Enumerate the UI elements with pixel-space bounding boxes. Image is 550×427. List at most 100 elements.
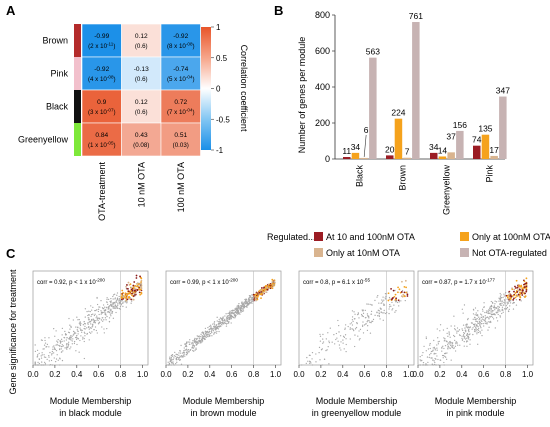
scatter-point — [514, 285, 516, 288]
scatter-point — [367, 315, 370, 318]
scatter-point — [480, 314, 483, 316]
scatter-point — [326, 349, 328, 351]
scatter-point — [263, 288, 266, 291]
scatter-point — [429, 342, 431, 345]
scatter-point — [464, 329, 466, 331]
scatter-point — [191, 345, 194, 347]
bar-value-label: 6 — [364, 125, 369, 135]
scatter-point — [82, 324, 85, 326]
scatter-point — [266, 286, 269, 289]
scatter-point — [495, 317, 498, 319]
scatter-point — [61, 340, 63, 343]
scatter-point — [382, 296, 384, 298]
scatter-point — [126, 284, 128, 286]
bar-value-label: 37 — [446, 131, 456, 141]
scatter-x-tick-label: 0.4 — [456, 370, 468, 379]
scatter-point — [397, 299, 400, 302]
bar-brown-series-1 — [386, 155, 394, 159]
scatter-x-tick-label: 0.2 — [434, 370, 446, 379]
scatter-point — [349, 323, 351, 325]
scatter-point — [65, 347, 68, 349]
scatter-point — [404, 299, 406, 302]
scatter-point — [475, 318, 477, 321]
scatter-point — [246, 306, 248, 308]
scatter-point — [421, 359, 423, 362]
scatter-point — [437, 358, 439, 361]
scatter-point — [366, 321, 368, 323]
scatter-point — [185, 351, 188, 353]
scatter-point — [508, 290, 511, 293]
scatter-point — [494, 309, 496, 311]
scatter-point — [212, 330, 215, 332]
scatter-point — [83, 340, 85, 343]
scatter-point — [447, 346, 449, 348]
scatter-point — [496, 320, 499, 322]
scatter-point — [87, 314, 89, 317]
scatter-point — [112, 298, 114, 300]
scatter-point — [501, 306, 504, 308]
scatter-point — [494, 327, 496, 329]
scatter-point — [102, 317, 104, 319]
scatter-point — [396, 301, 399, 304]
scatter-point — [381, 299, 383, 301]
scatter-point — [191, 342, 193, 344]
scatter-point — [454, 325, 456, 327]
scatter-point — [66, 348, 68, 350]
scatter-point — [75, 337, 78, 339]
scatter-point — [73, 331, 76, 333]
scatter-point — [37, 361, 39, 364]
scatter-point — [48, 356, 50, 358]
scatter-point — [513, 288, 516, 291]
heatmap-cell-pvalue: (3 x 10-07) — [88, 108, 116, 117]
scatter-point — [484, 311, 486, 314]
scatter-point — [225, 313, 227, 315]
scatter-point — [134, 284, 137, 287]
scatter-point — [478, 319, 480, 321]
heatmap-cell — [160, 56, 201, 91]
scatter-point — [439, 359, 442, 361]
scatter-point — [388, 296, 391, 299]
scatter-point — [69, 328, 71, 330]
scatter-point — [192, 349, 194, 352]
scatter-point — [82, 336, 84, 338]
scatter-point — [261, 287, 263, 289]
scatter-point — [122, 291, 124, 294]
scatter-point — [461, 328, 463, 330]
scatter-point — [475, 312, 477, 314]
scatter-point — [498, 297, 500, 299]
scatter-point — [354, 318, 356, 320]
scatter-point — [236, 312, 238, 314]
scatter-point — [470, 322, 473, 324]
scatter-point — [383, 303, 385, 305]
scatter-point — [93, 321, 95, 324]
scatter-point — [77, 327, 79, 329]
scatter-point — [434, 347, 436, 350]
bar-y-tick-label: 600 — [315, 46, 330, 56]
scatter-point — [331, 341, 333, 343]
scatter-point — [100, 310, 102, 312]
scatter-point — [215, 324, 218, 326]
scatter-point — [226, 317, 228, 319]
scatter-point — [53, 345, 55, 347]
scatter-point — [432, 347, 434, 349]
scatter-point — [55, 344, 57, 346]
scatter-point — [213, 326, 216, 328]
scatter-point — [43, 356, 46, 358]
scatter-point — [475, 314, 478, 316]
scatter-x-tick-label: 1.0 — [270, 370, 282, 379]
scatter-point — [426, 356, 429, 358]
scatter-point — [467, 333, 469, 335]
scatter-point — [219, 321, 221, 323]
scatter-point — [110, 297, 112, 300]
scatter-point — [489, 307, 491, 310]
scatter-point — [182, 354, 185, 356]
scatter-y-axis-label: Gene significance for treatment — [8, 269, 18, 395]
pvalue-text: (2 x 10 — [88, 43, 107, 50]
scatter-point — [229, 316, 231, 318]
scatter-point — [521, 294, 524, 296]
bar-label-leader — [363, 134, 367, 157]
scatter-point — [503, 308, 506, 310]
scatter-point — [351, 328, 353, 330]
scatter-point — [430, 352, 432, 355]
scatter-point — [185, 345, 187, 347]
